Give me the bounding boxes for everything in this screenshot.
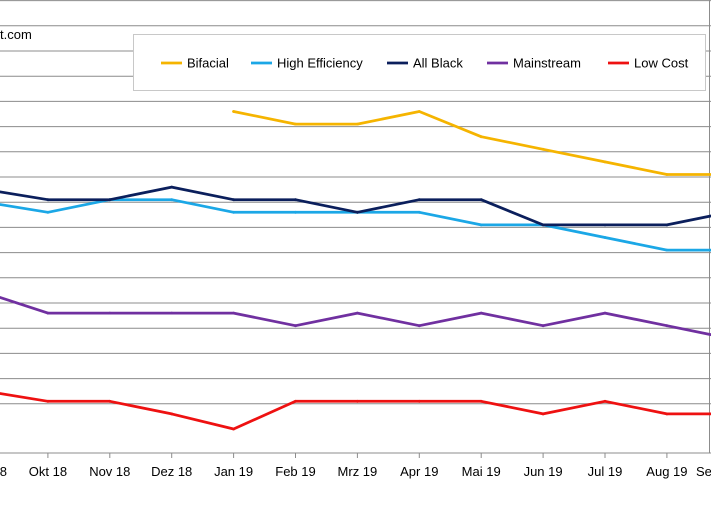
series-all-black <box>0 185 711 227</box>
series-bifacial <box>232 110 711 176</box>
data-point <box>356 210 359 214</box>
data-point <box>665 412 669 416</box>
data-point <box>479 135 483 139</box>
data-point <box>356 399 359 403</box>
data-point <box>665 223 669 227</box>
data-point <box>356 122 359 126</box>
series-line <box>0 296 711 337</box>
data-point <box>170 198 174 202</box>
data-point <box>541 324 545 328</box>
series-low-cost <box>0 392 711 431</box>
x-tick-label: Apr 19 <box>400 464 438 479</box>
legend-item: Bifacial <box>161 56 229 71</box>
data-point <box>170 412 174 416</box>
x-tick-label: Dez 18 <box>151 464 192 479</box>
data-point <box>665 173 669 176</box>
data-point <box>232 427 236 431</box>
x-tick-label: 8 <box>0 464 7 479</box>
data-point <box>665 248 669 252</box>
data-point <box>479 223 483 227</box>
data-point <box>479 399 483 403</box>
data-point <box>356 311 359 315</box>
series-lines <box>0 110 711 431</box>
legend-label: Mainstream <box>513 56 581 71</box>
data-point <box>170 185 174 189</box>
x-tick-label: Jun 19 <box>524 464 563 479</box>
data-point <box>232 311 236 315</box>
x-tick-label: Mai 19 <box>462 464 501 479</box>
data-point <box>417 399 421 403</box>
data-point <box>479 311 483 315</box>
data-point <box>294 210 297 214</box>
x-tick-label: Okt 18 <box>29 464 67 479</box>
x-tick-label: Feb 19 <box>275 464 315 479</box>
data-point <box>541 223 545 227</box>
legend-item: Low Cost <box>608 56 689 71</box>
data-point <box>479 198 483 202</box>
data-point <box>46 399 50 403</box>
legend-label: All Black <box>413 56 463 71</box>
x-tick-label: Jan 19 <box>214 464 253 479</box>
data-point <box>108 311 112 315</box>
data-point <box>417 198 421 202</box>
axes <box>0 0 711 454</box>
x-tick-label: Nov 18 <box>89 464 130 479</box>
data-point <box>603 236 607 239</box>
data-point <box>603 223 607 227</box>
x-tick-label: Se <box>696 464 711 479</box>
data-point <box>541 412 545 416</box>
data-point <box>541 147 545 151</box>
data-point <box>294 198 297 202</box>
source-note: t.com <box>0 27 32 42</box>
series-line <box>0 185 711 227</box>
data-point <box>232 198 236 202</box>
data-point <box>417 210 421 214</box>
x-tick-label: Mrz 19 <box>338 464 378 479</box>
data-point <box>417 110 421 113</box>
data-point <box>46 198 50 202</box>
legend-label: Low Cost <box>634 56 689 71</box>
data-point <box>665 324 669 328</box>
x-axis-ticks: 8 Okt 18 Nov 18 Dez 18 Jan 19 Feb 19 Mrz 19 Apr… <box>0 453 711 479</box>
data-point <box>294 324 297 328</box>
data-point <box>603 160 607 164</box>
data-point <box>232 210 236 214</box>
data-point <box>232 110 236 113</box>
data-point <box>108 198 112 202</box>
data-point <box>603 399 607 403</box>
data-point <box>294 399 297 403</box>
legend-label: High Efficiency <box>277 56 363 71</box>
x-tick-label: Aug 19 <box>646 464 687 479</box>
data-point <box>108 399 112 403</box>
data-point <box>46 210 50 214</box>
data-point <box>170 311 174 315</box>
legend: Bifacial High Efficiency All Black Mainstre… <box>133 34 706 91</box>
series-mainstream <box>0 296 711 337</box>
data-point <box>294 122 297 126</box>
x-tick-label: Jul 19 <box>588 464 623 479</box>
legend-label: Bifacial <box>187 56 229 71</box>
series-line <box>232 110 711 176</box>
data-point <box>417 324 421 328</box>
legend-item: All Black <box>387 56 463 71</box>
legend-item: Mainstream <box>487 56 581 71</box>
series-line <box>0 392 711 431</box>
data-point <box>46 311 50 315</box>
legend-item: High Efficiency <box>251 56 363 71</box>
data-point <box>603 311 607 315</box>
